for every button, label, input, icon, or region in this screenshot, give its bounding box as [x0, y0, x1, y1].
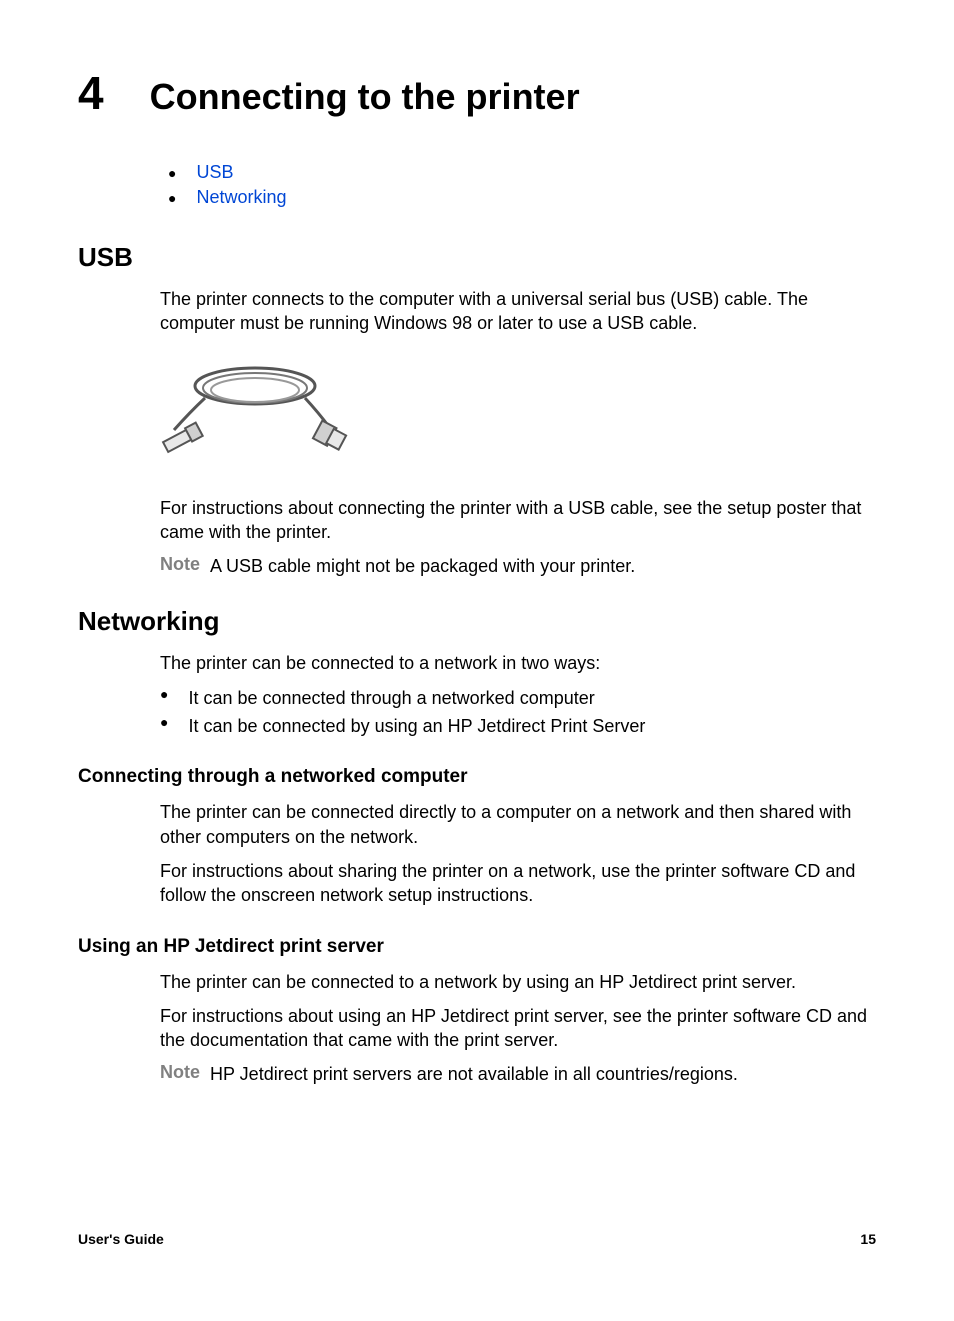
- bullet-icon: ●: [160, 686, 168, 702]
- sub1-body: The printer can be connected directly to…: [160, 800, 876, 907]
- section-heading-networking: Networking: [78, 606, 876, 637]
- page-footer: User's Guide 15: [78, 1231, 876, 1247]
- footer-guide-label: User's Guide: [78, 1231, 164, 1247]
- paragraph: For instructions about sharing the print…: [160, 859, 876, 908]
- section-heading-usb: USB: [78, 242, 876, 273]
- sub2-body: The printer can be connected to a networ…: [160, 970, 876, 1087]
- note: Note HP Jetdirect print servers are not …: [160, 1062, 876, 1086]
- list-item-text: It can be connected by using an HP Jetdi…: [188, 714, 645, 738]
- paragraph: The printer can be connected to a networ…: [160, 651, 876, 675]
- list-item: ● It can be connected through a networke…: [160, 686, 876, 710]
- paragraph: For instructions about connecting the pr…: [160, 496, 876, 545]
- toc: ● USB ● Networking: [168, 162, 876, 208]
- footer-page-number: 15: [860, 1231, 876, 1247]
- note-label: Note: [160, 1062, 200, 1086]
- paragraph: The printer connects to the computer wit…: [160, 287, 876, 336]
- networking-body: The printer can be connected to a networ…: [160, 651, 876, 738]
- note: Note A USB cable might not be packaged w…: [160, 554, 876, 578]
- note-text: A USB cable might not be packaged with y…: [210, 554, 635, 578]
- chapter-number: 4: [78, 70, 104, 116]
- paragraph: The printer can be connected to a networ…: [160, 970, 876, 994]
- usb-body: The printer connects to the computer wit…: [160, 287, 876, 578]
- list-item-text: It can be connected through a networked …: [188, 686, 594, 710]
- toc-item-usb: ● USB: [168, 162, 876, 183]
- note-text: HP Jetdirect print servers are not avail…: [210, 1062, 738, 1086]
- note-label: Note: [160, 554, 200, 578]
- bullet-icon: ●: [168, 190, 176, 206]
- paragraph: The printer can be connected directly to…: [160, 800, 876, 849]
- toc-item-networking: ● Networking: [168, 187, 876, 208]
- subheading-networked-computer: Connecting through a networked computer: [78, 766, 876, 788]
- chapter-title: Connecting to the printer: [150, 76, 580, 118]
- bullet-icon: ●: [168, 165, 176, 181]
- bullet-icon: ●: [160, 714, 168, 730]
- subheading-jetdirect: Using an HP Jetdirect print server: [78, 936, 876, 958]
- toc-link-networking[interactable]: Networking: [196, 187, 286, 208]
- usb-cable-icon: [160, 354, 350, 469]
- list-item: ● It can be connected by using an HP Jet…: [160, 714, 876, 738]
- toc-link-usb[interactable]: USB: [196, 162, 233, 183]
- chapter-header: 4 Connecting to the printer: [78, 70, 876, 118]
- paragraph: For instructions about using an HP Jetdi…: [160, 1004, 876, 1053]
- networking-list: ● It can be connected through a networke…: [160, 686, 876, 739]
- usb-cable-figure: [160, 354, 876, 474]
